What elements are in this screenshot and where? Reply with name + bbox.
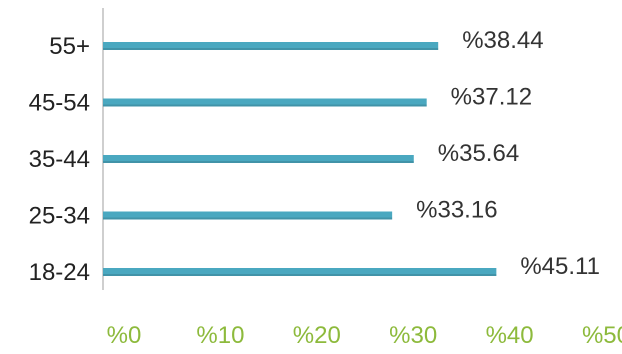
category-label-45-54: 45-54 <box>29 90 90 117</box>
x-tick-label-0: %0 <box>107 322 142 349</box>
x-axis-tick-labels: %0 %10 %20 %30 %40 %50 <box>107 322 622 349</box>
category-labels: 55+ 45-54 35-44 25-34 18-24 <box>29 33 90 286</box>
bar-18-24 <box>103 268 497 276</box>
bar-35-44 <box>103 155 414 163</box>
bar-shadow-55 <box>103 48 439 50</box>
bar-shadow-25-34 <box>103 217 393 220</box>
data-label-18-24: %45.11 <box>520 253 600 280</box>
data-label-25-34: %33.16 <box>416 197 497 224</box>
data-label-45-54: %37.12 <box>451 84 532 111</box>
category-label-18-24: 18-24 <box>29 259 90 286</box>
data-label-35-44: %35.64 <box>438 140 519 167</box>
data-label-55: %38.44 <box>462 27 543 54</box>
bar-55 <box>103 42 439 50</box>
x-tick-label-10: %10 <box>196 322 244 349</box>
x-tick-label-20: %20 <box>293 322 341 349</box>
category-label-25-34: 25-34 <box>29 203 90 230</box>
x-tick-label-40: %40 <box>486 322 534 349</box>
bar-shadow-45-54 <box>103 104 427 107</box>
category-label-55: 55+ <box>49 33 90 60</box>
bar-shadow-18-24 <box>103 274 497 276</box>
bar-25-34 <box>103 211 393 220</box>
category-label-35-44: 35-44 <box>29 146 90 173</box>
x-tick-label-30: %30 <box>389 322 437 349</box>
bar-shadow-35-44 <box>103 161 414 163</box>
bar-45-54 <box>103 98 427 107</box>
data-labels: %38.44 %37.12 %35.64 %33.16 %45.11 <box>416 27 600 280</box>
x-tick-label-50: %50 <box>582 322 622 349</box>
bars-group <box>103 42 497 276</box>
